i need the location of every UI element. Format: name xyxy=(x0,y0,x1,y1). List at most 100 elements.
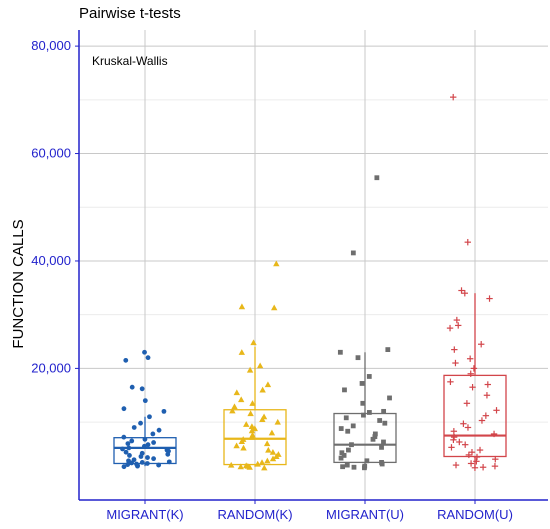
data-point xyxy=(229,407,236,414)
data-point xyxy=(370,436,376,442)
data-point xyxy=(469,384,476,391)
data-point xyxy=(387,395,392,401)
y-tick-label: 40,000 xyxy=(31,253,71,268)
data-point xyxy=(231,403,238,410)
data-point xyxy=(237,396,245,403)
data-point xyxy=(453,316,461,324)
data-point xyxy=(452,461,460,469)
data-point xyxy=(141,443,147,449)
data-point xyxy=(366,410,372,415)
kruskal-wallis-annotation: Kruskal-Wallis xyxy=(92,54,168,68)
data-point xyxy=(338,426,344,431)
data-point xyxy=(258,459,266,465)
data-point xyxy=(228,461,235,468)
data-point xyxy=(451,346,458,353)
data-point xyxy=(484,381,492,388)
data-point xyxy=(126,445,132,451)
data-point xyxy=(145,455,150,460)
data-point xyxy=(268,429,276,436)
data-point xyxy=(238,438,246,445)
data-point xyxy=(139,460,145,465)
data-point xyxy=(127,453,132,458)
data-point xyxy=(377,418,383,423)
data-point xyxy=(460,420,467,427)
data-point xyxy=(138,454,144,459)
data-point xyxy=(147,414,152,420)
data-point xyxy=(447,378,454,386)
data-point xyxy=(466,355,474,362)
data-point xyxy=(344,462,350,468)
data-point xyxy=(123,449,129,455)
data-point xyxy=(486,295,493,302)
data-point xyxy=(248,423,256,429)
data-point xyxy=(359,381,365,386)
data-point xyxy=(238,349,246,355)
y-axis-label: FUNCTION CALLS xyxy=(10,219,27,348)
data-point xyxy=(144,461,150,466)
data-point xyxy=(450,93,457,101)
data-point xyxy=(120,446,125,452)
data-point xyxy=(351,464,357,470)
data-point xyxy=(251,425,258,432)
data-point xyxy=(350,423,356,429)
data-point xyxy=(243,421,250,427)
data-point xyxy=(156,427,162,433)
grid-layer xyxy=(79,30,548,500)
data-point xyxy=(248,433,256,440)
data-point xyxy=(473,458,480,465)
data-point xyxy=(493,407,500,414)
data-point xyxy=(382,420,388,426)
data-point xyxy=(150,431,156,437)
data-point xyxy=(233,442,240,449)
data-point xyxy=(450,428,458,435)
data-point xyxy=(478,341,485,348)
data-point xyxy=(161,408,167,414)
data-point xyxy=(151,440,156,445)
data-point xyxy=(385,347,391,352)
data-point xyxy=(362,465,367,471)
data-point xyxy=(343,415,349,421)
y-tick-label: 20,000 xyxy=(31,360,71,375)
data-point xyxy=(135,463,140,469)
data-point xyxy=(261,464,268,471)
data-point xyxy=(142,436,148,442)
data-point xyxy=(121,406,127,412)
data-point xyxy=(269,455,277,462)
data-point xyxy=(446,324,454,332)
data-point xyxy=(381,408,387,414)
data-point xyxy=(259,416,266,422)
data-point xyxy=(142,349,147,355)
data-point xyxy=(448,444,455,451)
data-point xyxy=(254,460,261,467)
data-point xyxy=(129,460,135,466)
data-point xyxy=(264,457,271,464)
data-point xyxy=(381,439,386,445)
data-point xyxy=(273,453,280,460)
data-point xyxy=(125,462,131,467)
data-point xyxy=(491,462,499,470)
data-point xyxy=(341,453,347,458)
x-tick-label: RANDOM(K) xyxy=(217,507,292,522)
data-point xyxy=(490,430,498,438)
data-point xyxy=(470,365,478,372)
data-point xyxy=(142,398,148,404)
data-point xyxy=(476,446,484,454)
data-point xyxy=(263,440,271,447)
data-point xyxy=(364,458,370,464)
data-point xyxy=(345,428,351,434)
data-point xyxy=(338,455,344,461)
data-point xyxy=(139,386,145,392)
data-point xyxy=(350,250,356,256)
data-point xyxy=(240,444,247,451)
data-point xyxy=(342,387,347,393)
data-point xyxy=(233,389,241,396)
data-point xyxy=(256,362,264,369)
data-point xyxy=(467,460,475,467)
data-point xyxy=(465,451,473,459)
data-point xyxy=(467,370,474,377)
data-point xyxy=(138,420,143,426)
data-point xyxy=(165,451,171,457)
data-point xyxy=(166,459,172,465)
data-point xyxy=(455,322,462,329)
